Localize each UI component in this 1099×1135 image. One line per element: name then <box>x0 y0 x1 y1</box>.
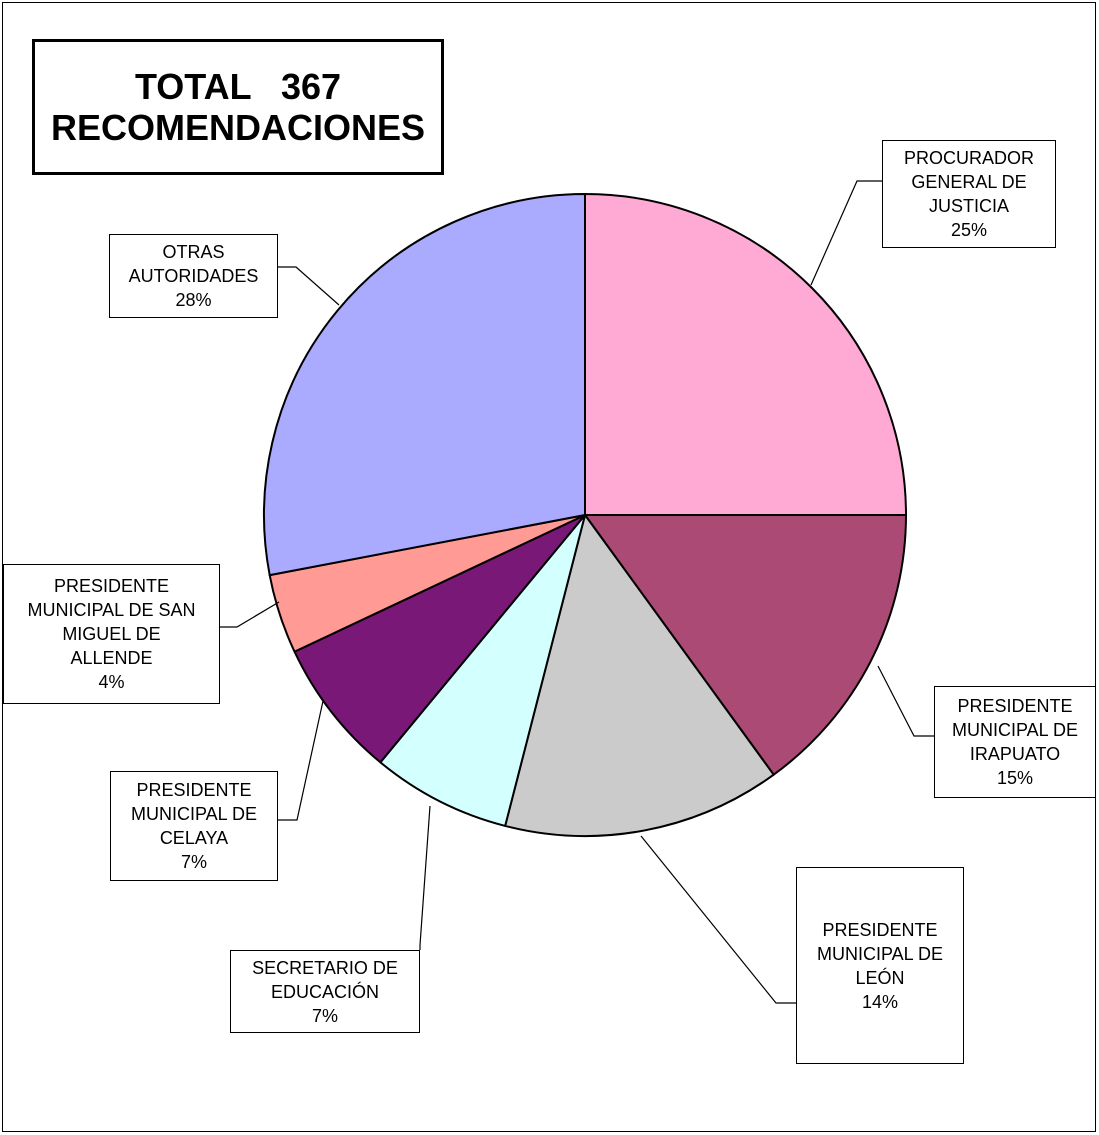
slice-label-7: OTRAS AUTORIDADES 28% <box>109 234 278 318</box>
slice-label-text: MUNICIPAL DE <box>951 720 1079 740</box>
slice-label-1: PROCURADOR GENERAL DE JUSTICIA 25% <box>882 140 1056 248</box>
leader-line-7 <box>278 266 340 306</box>
slice-label-text: MUNICIPAL DE SAN <box>27 600 196 620</box>
slice-percent: 15% <box>996 768 1034 788</box>
slice-percent: 7% <box>311 1005 338 1026</box>
slice-label-text: JUSTICIA <box>928 196 1009 216</box>
chart-title-line-1: TOTAL 367 <box>134 66 342 107</box>
chart-title-line-2: RECOMENDACIONES <box>50 107 426 148</box>
pie-slice-3 <box>504 514 775 837</box>
slice-label-text: MIGUEL DE <box>62 624 161 644</box>
slice-percent: 4% <box>98 672 125 692</box>
chart-title-box: TOTAL 367 RECOMENDACIONES <box>32 39 444 175</box>
slice-label-text: PRESIDENTE <box>136 780 252 800</box>
pie-slice-2 <box>584 514 907 776</box>
leader-line-2 <box>877 665 934 737</box>
leader-line-1 <box>810 180 882 286</box>
leader-line-5 <box>278 700 324 821</box>
slice-label-text: OTRAS <box>162 242 225 262</box>
slice-label-text: IRAPUATO <box>969 744 1061 764</box>
slice-label-text: SECRETARIO DE <box>252 957 398 978</box>
pie-slice-5 <box>293 514 586 764</box>
pie-slice-7 <box>263 193 586 577</box>
slice-label-6: PRESIDENTE MUNICIPAL DE SAN MIGUEL DE ALLEN… <box>3 564 220 704</box>
slice-label-2: PRESIDENTE MUNICIPAL DE IRAPUATO 15% <box>934 686 1096 798</box>
slice-label-text: PRESIDENTE <box>53 576 170 596</box>
leader-line-3 <box>640 835 796 1004</box>
slice-label-text: MUNICIPAL DE <box>130 804 258 824</box>
slice-label-4: SECRETARIO DE EDUCACIÓN 7% <box>230 950 420 1033</box>
slice-percent: 25% <box>950 220 988 240</box>
slice-label-text: MUNICIPAL DE <box>816 943 944 964</box>
slice-label-text: ALLENDE <box>70 648 153 668</box>
slice-label-text: PRESIDENTE <box>957 696 1073 716</box>
slice-label-5: PRESIDENTE MUNICIPAL DE CELAYA 7% <box>110 771 278 881</box>
slice-percent: 28% <box>175 290 212 310</box>
slice-label-text: CELAYA <box>159 828 229 848</box>
leader-line-4 <box>419 805 431 950</box>
pie-slice-1 <box>584 193 907 516</box>
slice-label-3: PRESIDENTE MUNICIPAL DE LEÓN 14% <box>796 867 964 1064</box>
slice-label-text: AUTORIDADES <box>128 266 259 286</box>
slice-label-text: PRESIDENTE <box>822 919 938 940</box>
leader-line-6 <box>220 601 280 628</box>
slice-label-text: EDUCACIÓN <box>270 981 379 1002</box>
slice-label-text: GENERAL DE <box>911 172 1027 192</box>
pie-slice-4 <box>379 514 586 827</box>
slice-percent: 7% <box>180 852 207 872</box>
slice-label-text: PROCURADOR <box>903 148 1034 168</box>
slice-percent: 14% <box>861 991 899 1012</box>
slice-label-text: LEÓN <box>855 967 905 988</box>
